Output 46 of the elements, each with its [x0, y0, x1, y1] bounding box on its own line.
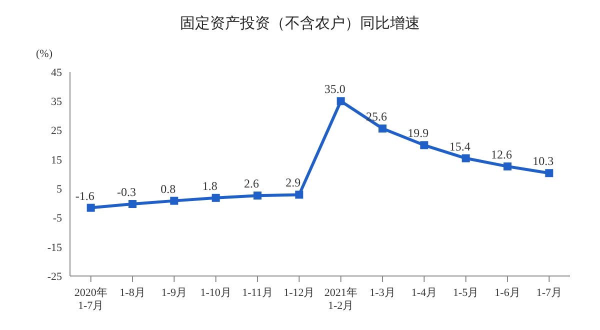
data-label: 25.6	[366, 110, 387, 124]
chart-title: 固定资产投资（不含农户）同比增速	[179, 14, 421, 33]
y-tick-label: 35	[51, 96, 62, 108]
y-tick-label: 45	[51, 66, 62, 79]
x-tick-label: 1-11月	[242, 287, 273, 299]
data-label: 10.3	[532, 154, 554, 168]
data-label: -1.6	[75, 188, 94, 203]
point	[462, 154, 470, 162]
point	[295, 190, 304, 199]
point	[170, 196, 178, 205]
data-label: 35.0	[324, 82, 346, 96]
x-tick-label: 1-7月	[536, 287, 562, 299]
x-tick-label: 2021年 1-2月	[324, 287, 358, 312]
point	[336, 97, 345, 106]
point	[378, 124, 386, 133]
data-label: 15.4	[449, 139, 470, 154]
y-tick-label: -15	[47, 242, 62, 254]
data-label: 0.8	[160, 182, 176, 196]
data-label: 2.6	[244, 176, 259, 191]
x-tick-label: 2020年 1-7月	[74, 287, 108, 312]
x-tick-label: 1-8月	[120, 287, 146, 299]
data-label: 1.8	[202, 178, 218, 193]
y-axis-title: (%)	[36, 48, 52, 60]
x-tick-label: 1-6月	[494, 287, 520, 299]
y-tick-label: 15	[51, 154, 62, 166]
x-tick-label: 1-5月	[452, 287, 479, 299]
point	[254, 192, 262, 200]
x-tick-label: 1-10月	[200, 287, 232, 299]
y-tick-label: -5	[52, 212, 62, 225]
data-label: 2.9	[286, 176, 301, 190]
x-tick-label: 1-9月	[161, 287, 188, 299]
point	[545, 169, 554, 178]
point	[420, 141, 428, 150]
point	[128, 200, 136, 208]
x-tick-label: 1-12月	[284, 287, 315, 299]
data-label: 12.6	[491, 147, 512, 162]
data-label: -0.3	[117, 185, 136, 200]
y-tick-label: -25	[47, 270, 62, 283]
y-tick-label: 25	[51, 125, 62, 138]
x-tick-label: 1-3月	[370, 287, 396, 299]
x-tick-label: 1-4月	[411, 287, 438, 299]
data-label: 19.9	[408, 126, 429, 140]
y-tick-label: 5	[56, 183, 62, 196]
point	[504, 162, 512, 170]
point	[212, 194, 220, 202]
point	[86, 204, 95, 212]
